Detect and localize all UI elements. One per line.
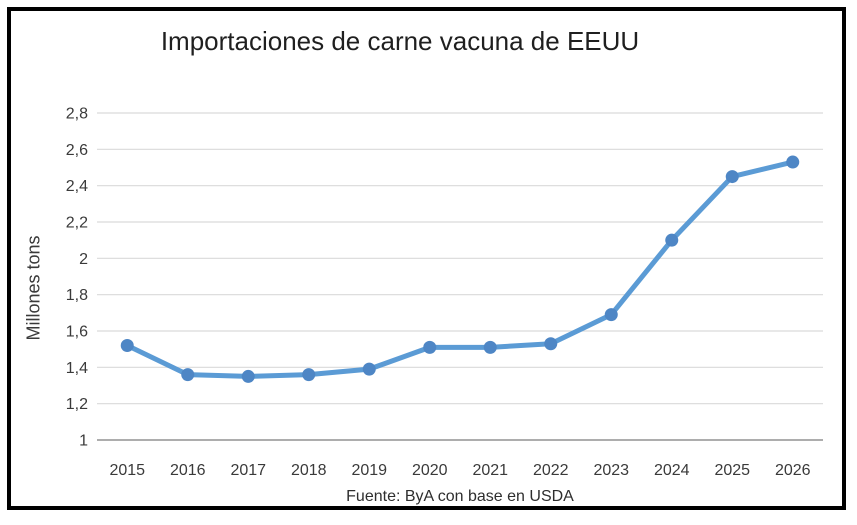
y-tick-label: 1 bbox=[79, 433, 88, 450]
data-point bbox=[302, 368, 316, 382]
data-line bbox=[124, 159, 796, 379]
x-tick-label: 2020 bbox=[412, 462, 448, 479]
data-point bbox=[120, 339, 134, 353]
y-tick-label: 1,6 bbox=[66, 324, 88, 341]
x-tick-label: 2023 bbox=[593, 462, 629, 479]
x-tick-label: 2024 bbox=[654, 462, 690, 479]
x-tick-label: 2015 bbox=[109, 462, 145, 479]
y-tick-label: 2 bbox=[79, 251, 88, 268]
x-tick-label: 2016 bbox=[170, 462, 206, 479]
data-point bbox=[786, 155, 800, 169]
data-point bbox=[423, 340, 437, 354]
source-note: Fuente: ByA con base en USDA bbox=[346, 488, 574, 505]
data-point bbox=[483, 340, 497, 354]
data-point bbox=[725, 170, 739, 184]
data-point bbox=[181, 368, 195, 382]
x-tick-label: 2021 bbox=[472, 462, 508, 479]
y-tick-label: 1,2 bbox=[66, 396, 88, 413]
y-tick-label: 1,4 bbox=[66, 360, 88, 377]
data-point bbox=[241, 369, 255, 383]
y-tick-label: 2,8 bbox=[66, 106, 88, 123]
data-point bbox=[362, 362, 376, 376]
x-tick-label: 2025 bbox=[714, 462, 750, 479]
y-tick-label: 2,4 bbox=[66, 178, 88, 195]
y-tick-label: 2,6 bbox=[66, 142, 88, 159]
x-tick-label: 2019 bbox=[351, 462, 387, 479]
chart-title: Importaciones de carne vacuna de EEUU bbox=[160, 26, 640, 56]
data-point bbox=[604, 308, 618, 322]
data-point bbox=[544, 337, 558, 351]
y-tick-label: 2,2 bbox=[66, 215, 88, 232]
y-tick-label: 1,8 bbox=[66, 287, 88, 304]
x-tick-label: 2017 bbox=[230, 462, 266, 479]
data-point bbox=[665, 233, 679, 247]
x-tick-label: 2018 bbox=[291, 462, 327, 479]
x-tick-label: 2026 bbox=[775, 462, 811, 479]
x-tick-label: 2022 bbox=[533, 462, 569, 479]
